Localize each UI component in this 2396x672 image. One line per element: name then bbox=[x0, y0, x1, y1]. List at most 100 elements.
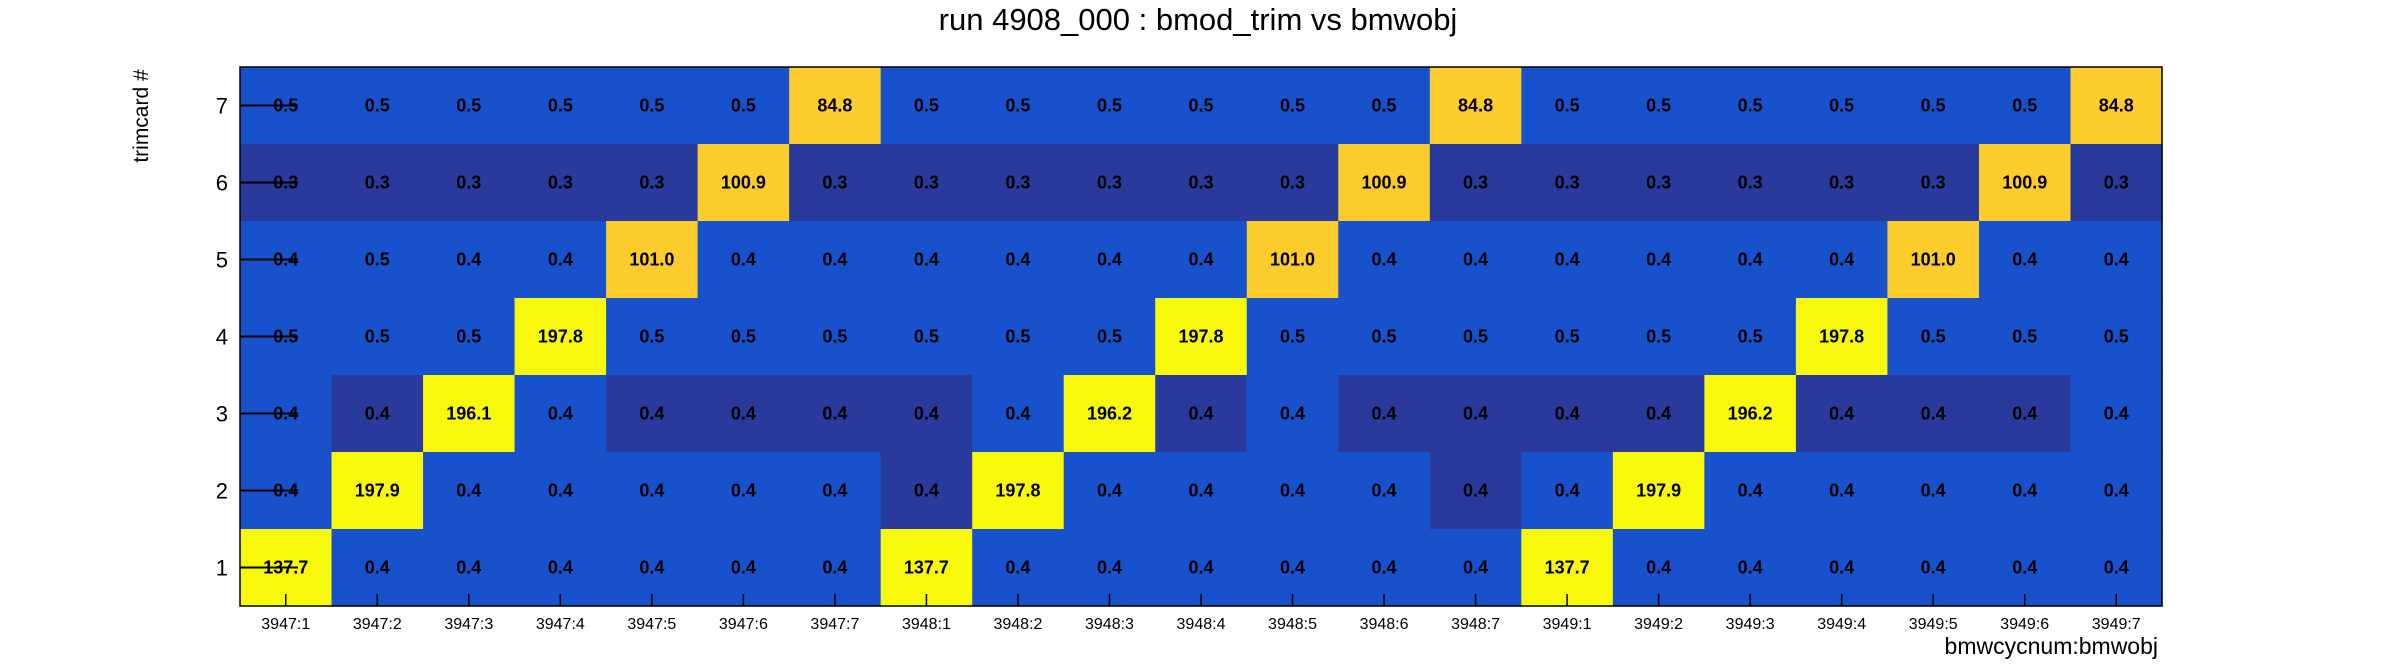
cell-value-label: 0.3 bbox=[1738, 173, 1763, 193]
cell-value-label: 0.4 bbox=[2104, 481, 2129, 501]
heatmap-cell bbox=[2070, 529, 2163, 607]
cell-value-label: 84.8 bbox=[1458, 96, 1493, 116]
heatmap-cell bbox=[1887, 221, 1980, 299]
cell-value-label: 0.3 bbox=[273, 173, 298, 193]
heatmap-cell bbox=[1063, 452, 1156, 530]
cell-value-label: 0.4 bbox=[2012, 404, 2037, 424]
cell-value-label: 0.5 bbox=[1372, 327, 1397, 347]
heatmap-cell bbox=[1612, 67, 1705, 145]
cell-value-label: 0.3 bbox=[1921, 173, 1946, 193]
cell-value-label: 0.5 bbox=[1555, 96, 1580, 116]
cell-value-label: 0.3 bbox=[1829, 173, 1854, 193]
cell-value-label: 0.4 bbox=[639, 404, 664, 424]
cell-value-label: 0.4 bbox=[822, 558, 847, 578]
heatmap-cell bbox=[1795, 221, 1889, 299]
cell-value-label: 0.5 bbox=[1097, 327, 1122, 347]
heatmap-cell bbox=[2070, 221, 2163, 299]
heatmap-cell bbox=[697, 67, 790, 145]
cell-value-label: 0.5 bbox=[273, 96, 298, 116]
heatmap-cell bbox=[331, 221, 424, 299]
heatmap-cell bbox=[606, 452, 699, 530]
cell-value-label: 0.4 bbox=[1097, 250, 1122, 270]
cell-value-label: 197.8 bbox=[538, 327, 583, 347]
heatmap-cell bbox=[1338, 375, 1431, 453]
heatmap-cell bbox=[1155, 529, 1248, 607]
heatmap-cell bbox=[789, 221, 882, 299]
x-tick-label: 3949:3 bbox=[1726, 616, 1775, 633]
cell-value-label: 0.4 bbox=[1005, 558, 1030, 578]
cell-value-label: 0.4 bbox=[1738, 481, 1763, 501]
cell-value-label: 0.4 bbox=[1372, 481, 1397, 501]
heatmap-cell bbox=[514, 221, 607, 299]
heatmap-cell bbox=[331, 375, 424, 453]
heatmap-cell bbox=[1246, 67, 1339, 145]
cell-value-label: 0.5 bbox=[639, 96, 664, 116]
heatmap-cell bbox=[1429, 375, 1522, 453]
heatmap-cell bbox=[1429, 298, 1522, 376]
cell-value-label: 0.5 bbox=[914, 96, 939, 116]
heatmap-cell bbox=[1063, 67, 1156, 145]
heatmap-cell bbox=[789, 452, 882, 530]
heatmap-cell bbox=[1521, 144, 1614, 222]
cell-value-label: 0.5 bbox=[2104, 327, 2129, 347]
heatmap-cell bbox=[2070, 452, 2163, 530]
cell-value-label: 0.4 bbox=[2104, 558, 2129, 578]
cell-value-label: 0.4 bbox=[1372, 558, 1397, 578]
heatmap-cell bbox=[1429, 529, 1522, 607]
heatmap-cell bbox=[1521, 298, 1614, 376]
heatmap-cell bbox=[423, 144, 516, 222]
heatmap-cell bbox=[514, 529, 607, 607]
heatmap-cell bbox=[1978, 221, 2072, 299]
cell-value-label: 0.4 bbox=[822, 404, 847, 424]
heatmap-cell bbox=[423, 67, 516, 145]
cell-value-label: 0.4 bbox=[548, 250, 573, 270]
cell-value-label: 0.4 bbox=[273, 250, 298, 270]
heatmap-cell bbox=[1338, 452, 1431, 530]
x-tick-label: 3949:1 bbox=[1543, 616, 1592, 633]
heatmap-cell bbox=[1246, 452, 1339, 530]
cell-value-label: 0.4 bbox=[1646, 404, 1671, 424]
heatmap-cell bbox=[1521, 452, 1614, 530]
heatmap-cell bbox=[1704, 298, 1797, 376]
heatmap-cell bbox=[697, 298, 790, 376]
cell-value-label: 0.4 bbox=[914, 250, 939, 270]
heatmap-cell bbox=[880, 298, 973, 376]
cell-value-label: 0.5 bbox=[914, 327, 939, 347]
cell-value-label: 0.4 bbox=[822, 481, 847, 501]
cell-value-label: 0.4 bbox=[365, 558, 390, 578]
cell-value-label: 0.5 bbox=[365, 327, 390, 347]
cell-value-label: 0.3 bbox=[1280, 173, 1305, 193]
chart-title: run 4908_000 : bmod_trim vs bmwobj bbox=[938, 2, 1458, 37]
cell-value-label: 0.4 bbox=[273, 481, 298, 501]
x-tick-label: 3947:2 bbox=[353, 616, 402, 633]
cell-value-label: 0.5 bbox=[1280, 96, 1305, 116]
heatmap-cell bbox=[423, 452, 516, 530]
cell-value-label: 0.4 bbox=[2012, 250, 2037, 270]
x-tick-label: 3948:5 bbox=[1268, 616, 1317, 633]
cell-value-label: 0.5 bbox=[1829, 96, 1854, 116]
heatmap-cell bbox=[1246, 375, 1339, 453]
cell-value-label: 0.5 bbox=[1921, 327, 1946, 347]
x-tick-label: 3947:6 bbox=[719, 616, 768, 633]
heatmap-cell bbox=[1246, 144, 1339, 222]
heatmap-cell bbox=[1978, 67, 2072, 145]
cell-value-label: 0.4 bbox=[1829, 404, 1854, 424]
heatmap-cell bbox=[423, 298, 516, 376]
heatmap-cell bbox=[697, 144, 790, 222]
heatmap-cell bbox=[697, 375, 790, 453]
cell-value-label: 0.5 bbox=[1097, 96, 1122, 116]
cell-value-label: 0.5 bbox=[365, 96, 390, 116]
y-tick-label: 6 bbox=[216, 171, 228, 196]
x-tick-label: 3948:1 bbox=[902, 616, 951, 633]
cell-value-label: 137.7 bbox=[263, 558, 308, 578]
cell-value-label: 0.3 bbox=[1555, 173, 1580, 193]
cell-value-label: 0.4 bbox=[1372, 404, 1397, 424]
cell-value-label: 0.4 bbox=[1097, 481, 1122, 501]
heatmap-cell bbox=[1704, 375, 1797, 453]
cell-value-label: 0.5 bbox=[1188, 96, 1213, 116]
heatmap-cell bbox=[331, 144, 424, 222]
cell-value-label: 0.4 bbox=[1829, 481, 1854, 501]
heatmap-cell bbox=[1887, 67, 1980, 145]
cell-value-label: 0.5 bbox=[639, 327, 664, 347]
heatmap-cell bbox=[1704, 144, 1797, 222]
